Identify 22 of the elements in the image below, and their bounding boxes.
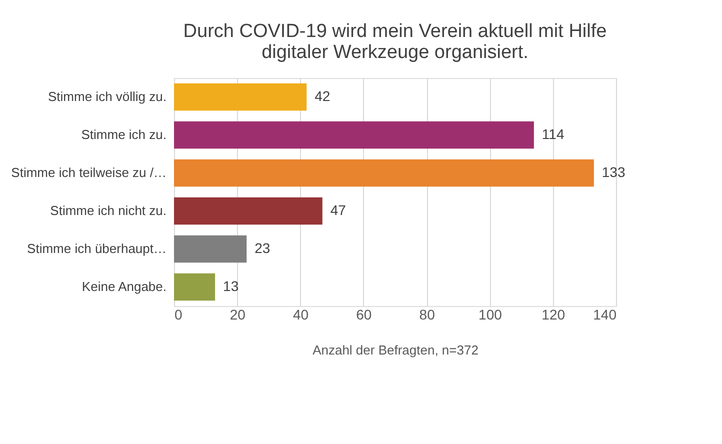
y-tick-label: Keine Angabe. [82, 279, 166, 294]
x-tick-label: 20 [230, 306, 246, 322]
data-label: 23 [254, 240, 270, 256]
data-label: 13 [223, 278, 239, 294]
x-tick-label: 60 [356, 306, 372, 322]
data-label: 114 [542, 126, 564, 142]
data-label: 42 [314, 88, 330, 104]
x-tick-label: 100 [478, 306, 502, 322]
x-tick-label: 40 [292, 306, 309, 322]
y-tick-label: Stimme ich teilweise zu /… [11, 165, 166, 180]
y-tick-label: Stimme ich nicht zu. [50, 203, 166, 218]
y-tick-label: Stimme ich zu. [81, 127, 166, 142]
x-tick-label: 140 [593, 306, 617, 322]
y-tick-label: Stimme ich völlig zu. [48, 89, 166, 104]
x-tick-label: 0 [174, 306, 182, 322]
x-tick-label: 120 [542, 306, 566, 322]
x-axis-title: Anzahl der Befragten, n=372 [312, 342, 478, 358]
data-label: 133 [602, 164, 626, 180]
chart-title: Durch COVID-19 wird mein Verein aktuell mit Hilfe digitaler Werkzeuge organisiert. [183, 21, 607, 63]
x-tick-label: 80 [419, 306, 436, 322]
data-label: 47 [330, 202, 346, 218]
y-tick-label: Stimme ich überhaupt… [27, 241, 166, 256]
